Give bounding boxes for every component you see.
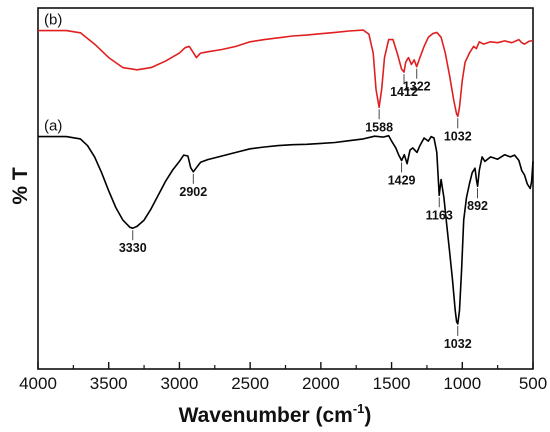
- x-tick-label: 2000: [302, 374, 340, 393]
- peak-label: 1412: [390, 85, 418, 99]
- peak-label: 892: [467, 199, 488, 213]
- spectra: (b) (a): [38, 12, 534, 325]
- series-line-b: [38, 29, 534, 118]
- peak-label: 2902: [179, 185, 207, 199]
- peak-label: 1588: [365, 120, 393, 134]
- series-line-a: [38, 134, 534, 325]
- peak-label: 1032: [444, 337, 472, 351]
- peak-label: 3330: [119, 241, 147, 255]
- x-tick-label: 4000: [19, 374, 57, 393]
- peak-label: 1322: [403, 80, 431, 94]
- peak-label: 1429: [388, 174, 416, 188]
- y-axis-title: % T: [9, 167, 32, 205]
- x-tick-label: 1500: [373, 374, 411, 393]
- series-label: (b): [44, 12, 62, 29]
- axes: 4000 3500 3000 2500 2000 1500 1000 500: [19, 7, 547, 393]
- x-axis-title-exponent: -1: [353, 401, 365, 416]
- x-tick-label: 500: [519, 374, 547, 393]
- series-label: (a): [44, 118, 62, 135]
- x-tick-label: 1000: [443, 374, 481, 393]
- x-tick-label: 3000: [161, 374, 199, 393]
- peak-label: 1163: [426, 208, 453, 222]
- axis-labels: Wavenumber (cm-1) % T: [9, 167, 371, 427]
- peak-label: 1032: [444, 129, 472, 143]
- x-tick-label: 2500: [231, 374, 269, 393]
- x-axis-title: Wavenumber (cm-1): [179, 401, 372, 427]
- x-tick-label: 3500: [90, 374, 128, 393]
